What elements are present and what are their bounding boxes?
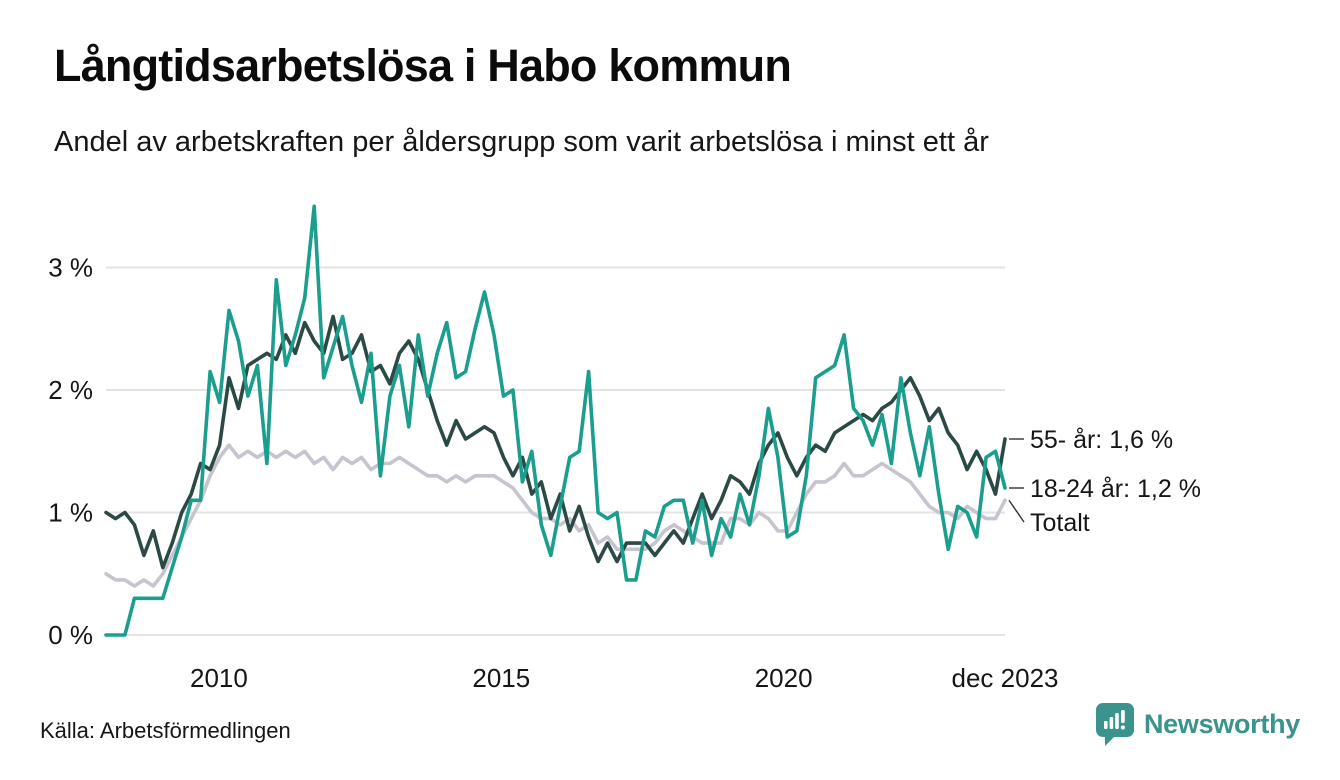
y-tick-label: 0 % <box>48 620 93 650</box>
y-tick-label: 2 % <box>48 375 93 405</box>
series-end-label: 18-24 år: 1,2 % <box>1030 475 1201 503</box>
x-tick-label: dec 2023 <box>952 663 1059 693</box>
newsworthy-logo: Newsworthy <box>1095 702 1300 746</box>
series-end-label: Totalt <box>1030 509 1090 537</box>
newsworthy-logo-text: Newsworthy <box>1143 708 1300 739</box>
x-tick-label: 2010 <box>190 663 248 693</box>
newsworthy-logo-icon <box>1095 703 1134 746</box>
series-end-label: 55- år: 1,6 % <box>1030 426 1173 454</box>
series-line-Totalt <box>104 443 1007 588</box>
chart-title: Långtidsarbetslösa i Habo kommun <box>54 40 792 91</box>
source-note: Källa: Arbetsförmedlingen <box>40 718 291 743</box>
label-connector <box>1008 499 1025 523</box>
x-tick-label: 2015 <box>472 663 530 693</box>
y-tick-label: 3 % <box>48 253 93 283</box>
chart-subtitle: Andel av arbetskraften per åldersgrupp s… <box>54 126 989 158</box>
y-tick-label: 1 % <box>48 498 93 528</box>
x-tick-label: 2020 <box>755 663 813 693</box>
series-line-55- år <box>104 314 1007 570</box>
series-line-18-24 år <box>104 204 1007 637</box>
